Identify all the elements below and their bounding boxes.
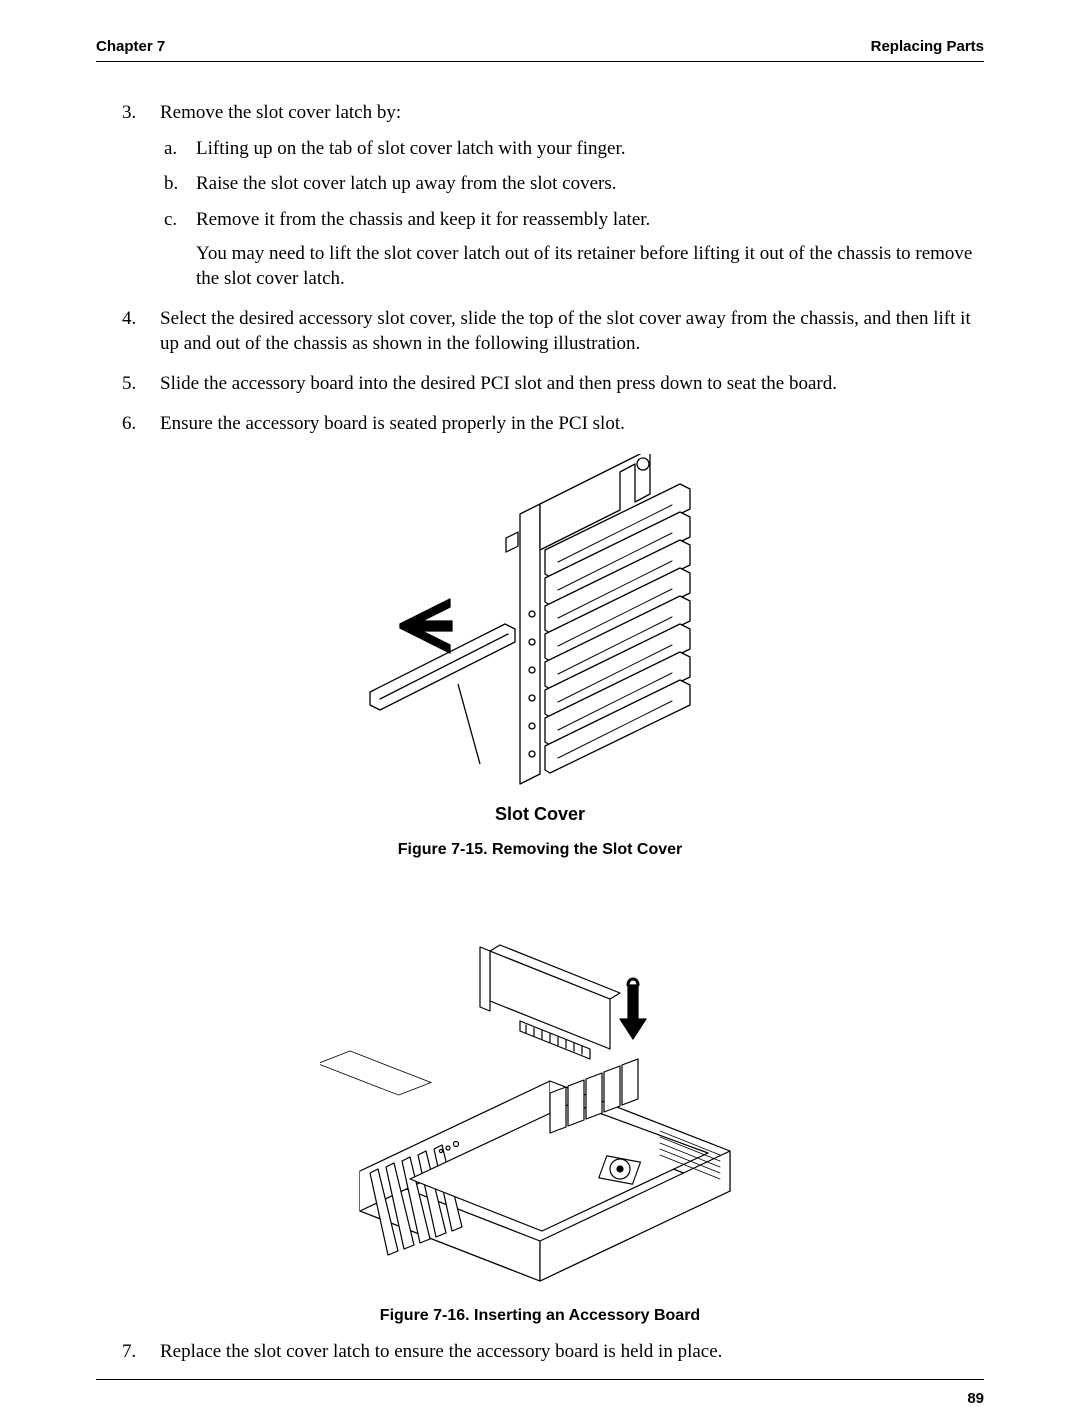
- substep-number: b.: [164, 171, 178, 197]
- instruction-list: 3. Remove the slot cover latch by: a. Li…: [96, 100, 984, 436]
- step-text: Replace the slot cover latch to ensure t…: [160, 1341, 722, 1362]
- figure-7-16: Figure 7-16. Inserting an Accessory Boar…: [96, 911, 984, 1325]
- substep-text: Lifting up on the tab of slot cover latc…: [196, 138, 626, 159]
- figure-caption-1: Figure 7-15. Removing the Slot Cover: [96, 841, 984, 859]
- substep-number: a.: [164, 136, 177, 162]
- step-4: 4. Select the desired accessory slot cov…: [160, 306, 984, 357]
- step-number: 4.: [122, 306, 136, 332]
- substep-list: a. Lifting up on the tab of slot cover l…: [160, 136, 984, 292]
- step-5: 5. Slide the accessory board into the de…: [160, 371, 984, 397]
- page-footer: 89: [96, 1379, 984, 1407]
- step-number: 7.: [122, 1339, 136, 1365]
- instruction-list-continued: 7. Replace the slot cover latch to ensur…: [96, 1339, 984, 1365]
- accessory-board-diagram: [320, 911, 760, 1291]
- header-right: Replacing Parts: [871, 38, 984, 55]
- step-text: Select the desired accessory slot cover,…: [160, 308, 971, 355]
- substep-b: b. Raise the slot cover latch up away fr…: [196, 171, 984, 197]
- substep-text: Remove it from the chassis and keep it f…: [196, 209, 650, 230]
- step-text: Ensure the accessory board is seated pro…: [160, 413, 625, 434]
- page-header: Chapter 7 Replacing Parts: [96, 38, 984, 62]
- step-note: You may need to lift the slot cover latc…: [196, 241, 984, 292]
- substep-text: Raise the slot cover latch up away from …: [196, 173, 617, 194]
- step-3: 3. Remove the slot cover latch by: a. Li…: [160, 100, 984, 292]
- header-left: Chapter 7: [96, 38, 165, 55]
- figure-7-15: Slot Cover Figure 7-15. Removing the Slo…: [96, 454, 984, 859]
- slot-cover-diagram: [340, 454, 740, 804]
- step-number: 3.: [122, 100, 136, 126]
- step-number: 6.: [122, 411, 136, 437]
- step-number: 5.: [122, 371, 136, 397]
- step-text: Remove the slot cover latch by:: [160, 102, 401, 123]
- substep-number: c.: [164, 207, 177, 233]
- figure-caption-2: Figure 7-16. Inserting an Accessory Boar…: [96, 1307, 984, 1325]
- substep-a: a. Lifting up on the tab of slot cover l…: [196, 136, 984, 162]
- page-content: 3. Remove the slot cover latch by: a. Li…: [96, 62, 984, 1379]
- page-number: 89: [967, 1390, 984, 1407]
- substep-c: c. Remove it from the chassis and keep i…: [196, 207, 984, 292]
- step-6: 6. Ensure the accessory board is seated …: [160, 411, 984, 437]
- slot-cover-label: Slot Cover: [96, 804, 984, 825]
- step-text: Slide the accessory board into the desir…: [160, 373, 837, 394]
- page: Chapter 7 Replacing Parts 3. Remove the …: [0, 0, 1080, 1397]
- step-7: 7. Replace the slot cover latch to ensur…: [160, 1339, 984, 1365]
